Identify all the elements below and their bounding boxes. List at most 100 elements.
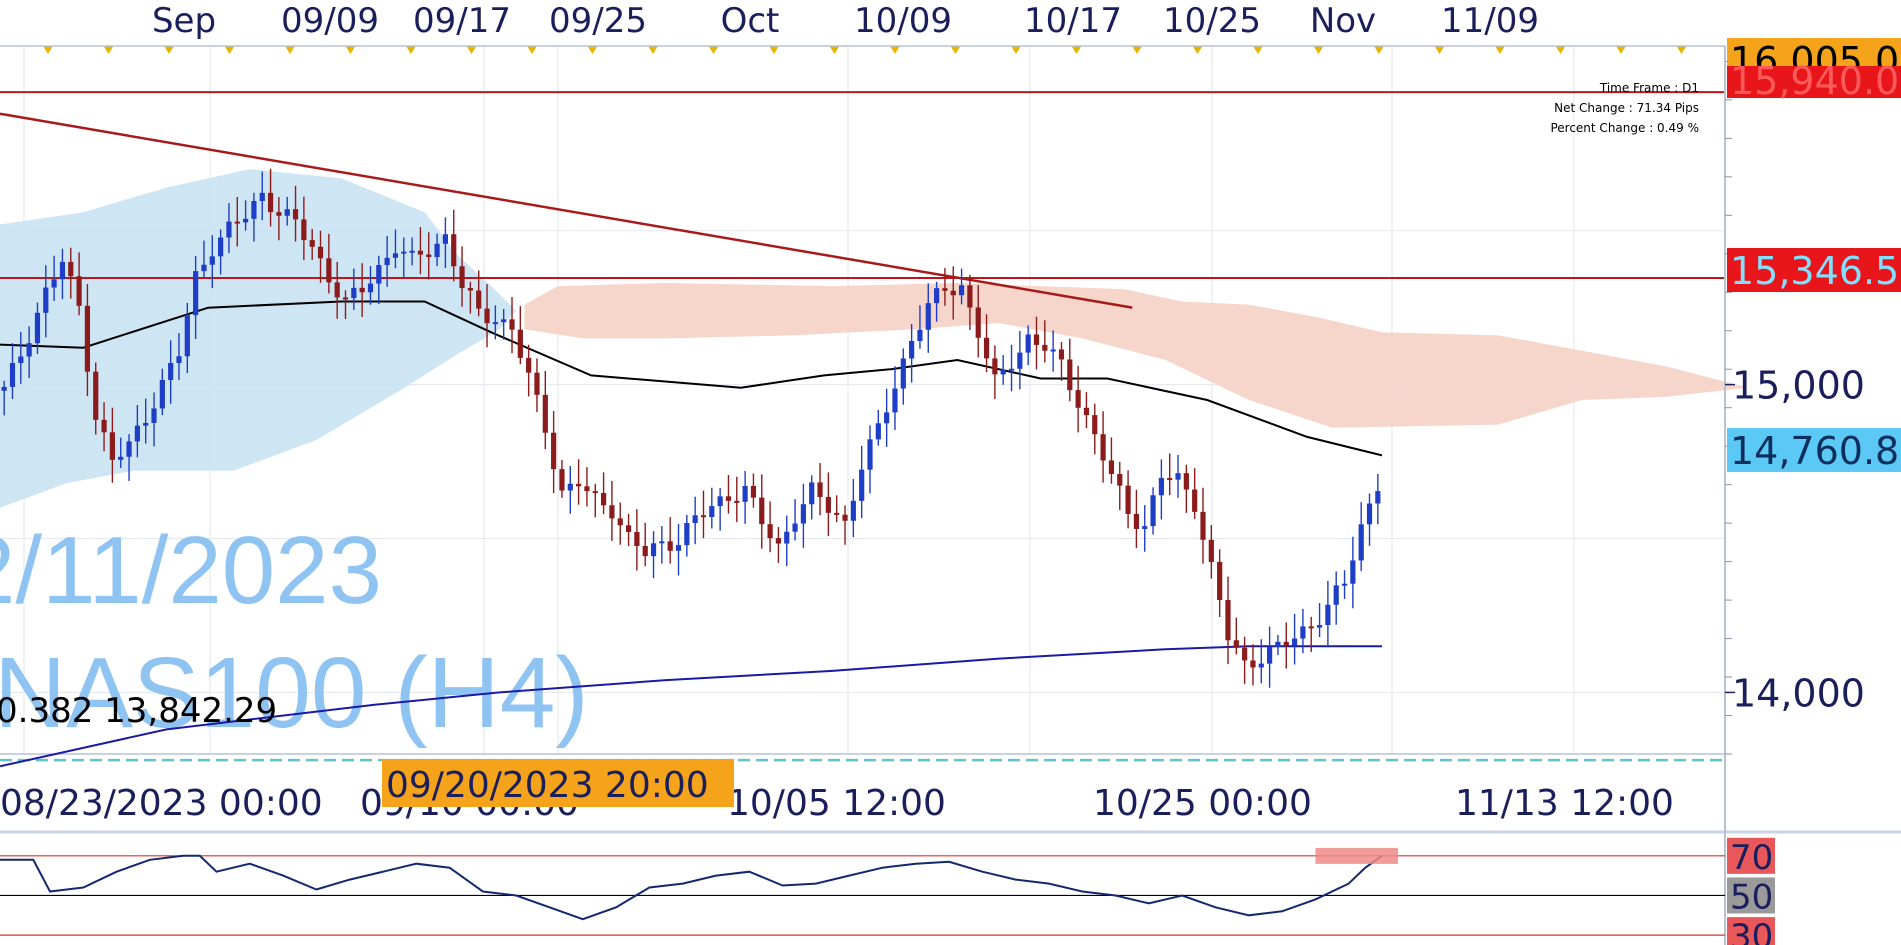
top-axis-tick-label: 10/09 bbox=[854, 1, 952, 41]
candle-body bbox=[958, 285, 965, 296]
candle-body bbox=[1275, 641, 1281, 647]
candle-body bbox=[392, 253, 399, 258]
top-axis-marker bbox=[285, 46, 295, 54]
crosshair-time-label: 09/20/2023 20:00 bbox=[382, 759, 734, 807]
candle-body bbox=[1225, 599, 1231, 641]
candle-body bbox=[592, 491, 598, 494]
candle-body bbox=[1325, 604, 1331, 626]
candle-body bbox=[1250, 660, 1256, 668]
candle-body bbox=[859, 469, 865, 501]
candle-body bbox=[717, 496, 723, 507]
candle-body bbox=[1092, 415, 1098, 435]
candle-body bbox=[1192, 489, 1198, 512]
candle-body bbox=[1233, 640, 1239, 648]
candle-body bbox=[1033, 334, 1040, 345]
price-axis-tick-label: 15,000 bbox=[1732, 364, 1865, 408]
candle-body bbox=[184, 315, 190, 357]
ma-line bbox=[0, 300, 1383, 457]
candle-body bbox=[1350, 560, 1356, 584]
top-axis-marker bbox=[406, 46, 416, 54]
info-net-change: Net Change : 71.34 Pips bbox=[1554, 101, 1699, 115]
cloud-bearish bbox=[524, 283, 1749, 428]
candle-body bbox=[576, 483, 582, 487]
candle-body bbox=[1008, 368, 1015, 371]
candle-body bbox=[376, 265, 382, 284]
trendline[interactable] bbox=[0, 112, 1133, 309]
candle-body bbox=[267, 192, 274, 213]
top-axis-marker bbox=[1071, 46, 1082, 54]
price-axis[interactable]: 15,000 14,000 bbox=[1724, 46, 1865, 945]
candle-body bbox=[1117, 473, 1123, 486]
moving-averages bbox=[0, 300, 1383, 768]
candle-body bbox=[884, 412, 890, 424]
candle-body bbox=[975, 307, 981, 338]
candle-body bbox=[1, 386, 7, 391]
candle-body bbox=[334, 282, 340, 298]
candle-body bbox=[867, 439, 873, 470]
top-axis-marker bbox=[1374, 46, 1384, 54]
rsi-panel-area[interactable] bbox=[0, 836, 1725, 945]
candle-body bbox=[84, 305, 91, 372]
candle-body bbox=[625, 525, 632, 533]
candle-body bbox=[700, 515, 707, 518]
rsi-line bbox=[0, 854, 1383, 921]
candle-body bbox=[775, 538, 782, 544]
candle-body bbox=[617, 518, 623, 526]
candle-body bbox=[351, 287, 357, 299]
candle-body bbox=[326, 258, 332, 283]
top-axis-marker bbox=[950, 46, 961, 54]
candle-body bbox=[534, 372, 540, 395]
candle-body bbox=[1025, 334, 1031, 353]
ma-line bbox=[0, 645, 1382, 768]
rsi-level-box bbox=[1727, 837, 1775, 874]
candle-body bbox=[26, 343, 32, 357]
candle-body bbox=[659, 541, 665, 544]
resistance-trendline bbox=[0, 112, 1133, 309]
candle-body bbox=[642, 545, 648, 557]
candle-body bbox=[1308, 626, 1314, 629]
candle-body bbox=[817, 482, 823, 497]
candle-body bbox=[218, 237, 224, 257]
candle-body bbox=[134, 425, 140, 442]
candle-body bbox=[209, 256, 215, 265]
candle-body bbox=[967, 285, 973, 308]
candle-body bbox=[292, 209, 299, 220]
candle-body bbox=[467, 288, 473, 291]
candle-body bbox=[650, 543, 657, 557]
candle-body bbox=[193, 271, 199, 316]
candle-body bbox=[1375, 491, 1381, 504]
info-time-frame: Time Frame : D1 bbox=[1599, 81, 1699, 95]
candle-body bbox=[709, 506, 715, 517]
candle-body bbox=[825, 496, 831, 513]
top-axis-tick-label: Sep bbox=[152, 1, 216, 41]
candle-body bbox=[1158, 478, 1164, 496]
candle-body bbox=[168, 363, 174, 380]
candle-body bbox=[1183, 473, 1189, 490]
top-axis-marker bbox=[1676, 46, 1687, 54]
top-axis-marker bbox=[829, 46, 840, 54]
candle-body bbox=[384, 257, 390, 266]
candle-body bbox=[426, 254, 432, 258]
candle-body bbox=[434, 243, 440, 258]
crosshair-label-bg bbox=[382, 759, 734, 807]
candle-body bbox=[983, 337, 990, 359]
top-axis-marker bbox=[1011, 46, 1021, 54]
rsi-level-box bbox=[1727, 917, 1775, 945]
candle-body bbox=[501, 319, 507, 323]
candle-body bbox=[850, 500, 856, 521]
candle-body bbox=[1108, 460, 1115, 474]
candle-body bbox=[551, 432, 557, 470]
candle-body bbox=[484, 308, 490, 324]
rsi-level-box bbox=[1727, 877, 1775, 914]
candle-body bbox=[76, 276, 82, 306]
top-axis-marker bbox=[1192, 46, 1203, 54]
rsi-level-label: 30 bbox=[1730, 917, 1773, 945]
candle-body bbox=[917, 329, 923, 341]
candle-body bbox=[242, 218, 249, 223]
candle-body bbox=[442, 234, 449, 244]
horizontal-levels bbox=[0, 91, 1725, 762]
top-axis-tick-label: 10/25 bbox=[1163, 1, 1261, 41]
candle-body bbox=[609, 505, 615, 519]
